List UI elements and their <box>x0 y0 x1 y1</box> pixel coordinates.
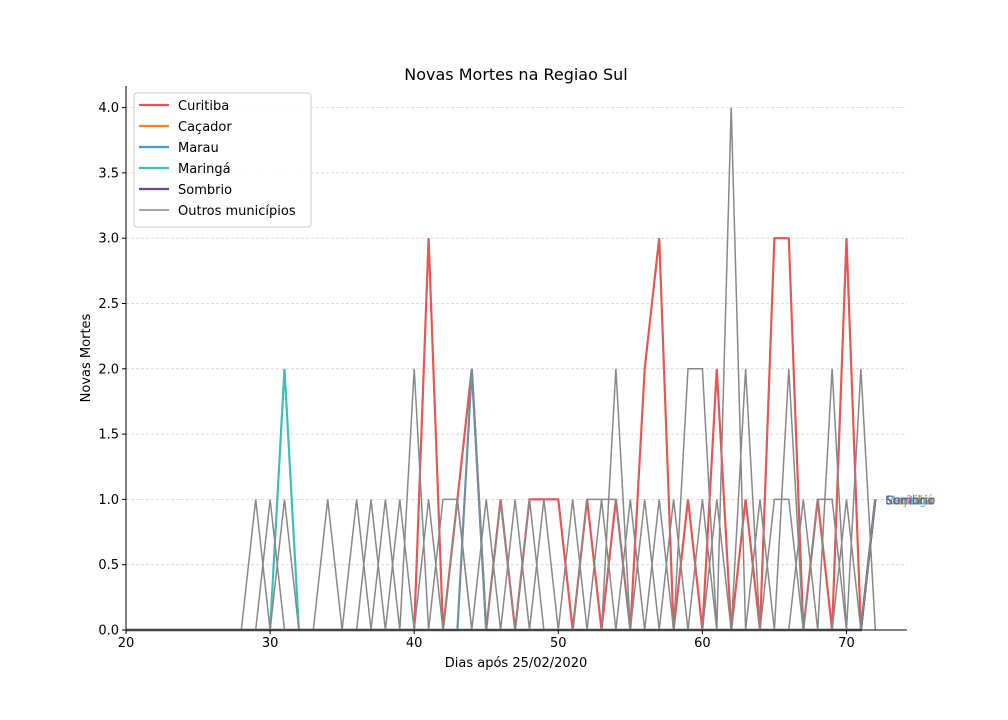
x-tick-label: 40 <box>406 636 423 651</box>
legend-box <box>133 92 312 228</box>
legend-label: Curitiba <box>178 99 229 114</box>
chart-title: Novas Mortes na Regiao Sul <box>404 65 627 84</box>
legend-label: Marau <box>178 141 219 156</box>
y-tick-label: 3.5 <box>98 166 119 181</box>
y-tick-label: 1.5 <box>98 428 119 443</box>
legend-label: Sombrio <box>178 183 232 198</box>
y-tick-label: 0.5 <box>98 558 119 573</box>
legend-label: Caçador <box>178 120 232 135</box>
y-tick-label: 4.0 <box>98 101 119 116</box>
other-municipality-line <box>126 499 286 631</box>
end-label: Caçador <box>885 493 935 507</box>
y-tick-label: 2.0 <box>98 362 119 377</box>
end-label: Sombrio <box>885 493 935 507</box>
y-tick-label: 0.0 <box>98 624 119 639</box>
y-tick-label: 2.5 <box>98 297 119 312</box>
x-tick-label: 60 <box>694 636 711 651</box>
y-tick-label: 3.0 <box>98 232 119 247</box>
end-label: Marau <box>885 493 923 507</box>
end-label: Maringá <box>885 493 934 507</box>
x-tick-label: 70 <box>838 636 855 651</box>
x-tick-label: 30 <box>262 636 279 651</box>
end-label: Curitiba <box>885 493 932 507</box>
legend-label: Maringá <box>178 162 231 177</box>
y-axis-label: Novas Mortes <box>79 313 94 402</box>
legend: Curitiba Caçador Marau Maringá Sombrio Outros… <box>133 92 312 228</box>
y-tick-label: 1.0 <box>98 493 119 508</box>
legend-label: Outros municípios <box>178 204 296 219</box>
x-tick-label: 50 <box>550 636 567 651</box>
x-tick-label: 20 <box>118 636 135 651</box>
axes: 20 30 40 50 60 70 0.0 0.5 1.0 1.5 2.0 2.5 3.0 3.5 4.0 <box>98 86 907 651</box>
x-axis-label: Dias após 25/02/2020 <box>445 656 588 671</box>
